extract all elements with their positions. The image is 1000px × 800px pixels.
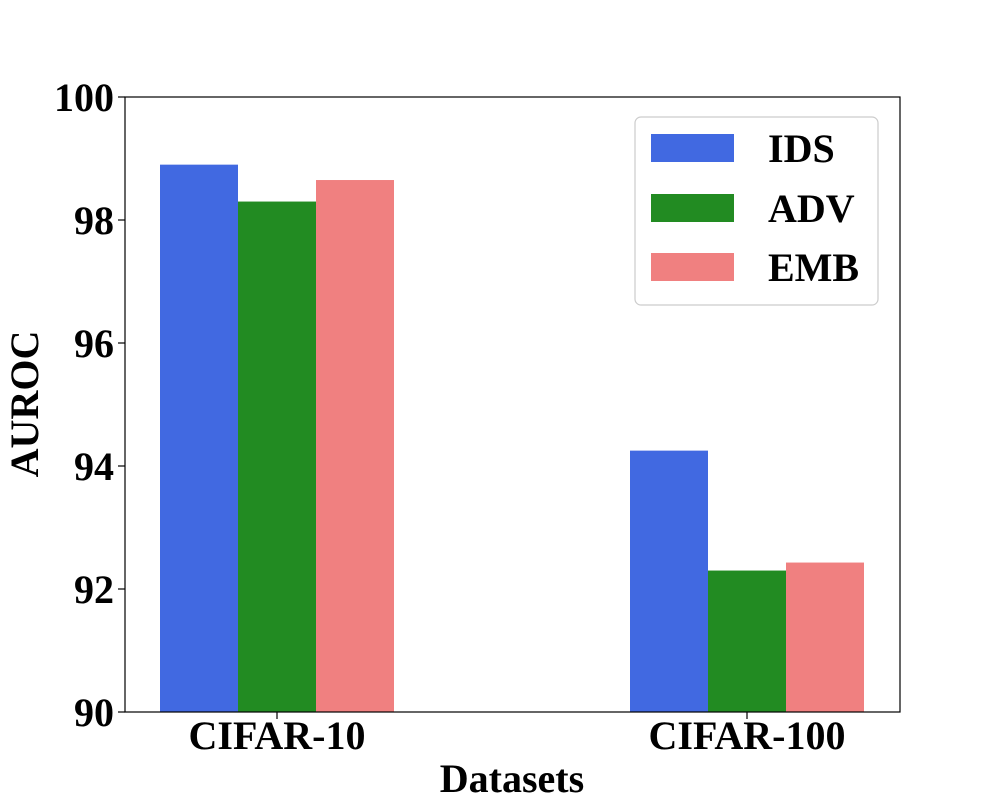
bar-emb-cifar-10 bbox=[316, 180, 394, 712]
x-axis-ticks: CIFAR-10 CIFAR-100 bbox=[188, 712, 846, 758]
legend-swatch-emb bbox=[651, 253, 734, 281]
bar-ids-cifar-10 bbox=[160, 164, 238, 712]
y-tick-label: 100 bbox=[54, 75, 114, 120]
bars-layer bbox=[160, 164, 864, 713]
legend-swatch-adv bbox=[651, 194, 734, 222]
legend-label-adv: ADV bbox=[768, 186, 855, 231]
y-tick-label: 92 bbox=[74, 567, 114, 612]
y-axis-ticks: 90 92 94 96 98 100 bbox=[54, 75, 125, 735]
bar-adv-cifar-100 bbox=[708, 570, 786, 712]
legend-label-ids: IDS bbox=[768, 126, 835, 171]
bar-ids-cifar-100 bbox=[630, 450, 708, 712]
legend-items: IDS ADV EMB bbox=[651, 126, 859, 290]
plot-frame bbox=[124, 96, 901, 713]
y-tick-label: 94 bbox=[74, 444, 114, 489]
y-axis-label: AUROC bbox=[2, 331, 47, 478]
x-tick-label: CIFAR-100 bbox=[648, 713, 845, 758]
bar-adv-cifar-10 bbox=[238, 201, 316, 713]
x-axis-label: Datasets bbox=[440, 756, 584, 800]
y-tick-label: 96 bbox=[74, 321, 114, 366]
x-tick-label: CIFAR-10 bbox=[188, 713, 365, 758]
legend-label-emb: EMB bbox=[768, 245, 859, 290]
y-tick-label: 98 bbox=[74, 198, 114, 243]
bar-emb-cifar-100 bbox=[786, 562, 864, 712]
y-tick-label: 90 bbox=[74, 690, 114, 735]
legend: IDS ADV EMB bbox=[634, 116, 879, 306]
legend-swatch-ids bbox=[651, 134, 734, 162]
